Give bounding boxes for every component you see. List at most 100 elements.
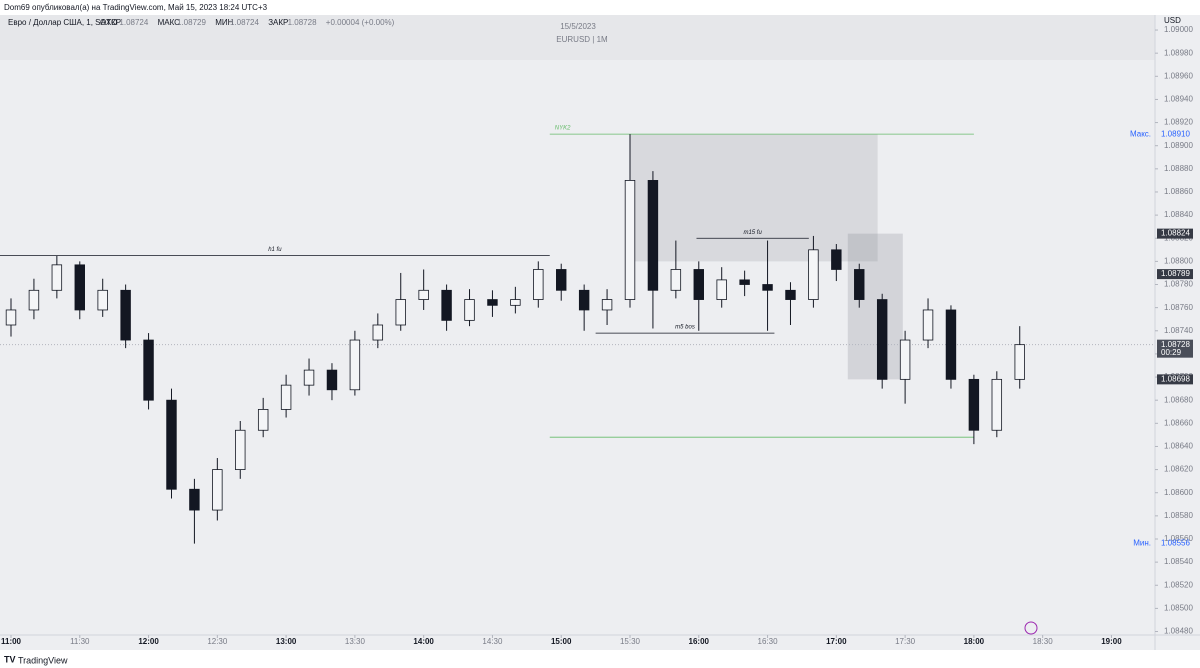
price-tag-name: Мин. [1133, 539, 1151, 548]
y-tick-label: 1.08560 [1164, 534, 1193, 543]
candle-body [945, 309, 957, 380]
level-label: h1 fu [268, 247, 282, 253]
candle-body [372, 324, 384, 341]
price-tag-label: 1.08910 [1161, 129, 1190, 138]
price-tag-note: 00:29 [1161, 348, 1182, 357]
candle-body [257, 409, 269, 431]
legend-change: +0.00004 (+0.00%) [326, 18, 395, 27]
candle-body [143, 339, 154, 401]
y-tick-label: 1.08520 [1164, 580, 1193, 589]
date: 15/5/2023 [560, 22, 596, 31]
brand: TradingView [18, 655, 68, 665]
level-label: m5 bos [675, 325, 695, 331]
price-tag-label: 1.08824 [1161, 229, 1190, 238]
symbol-title: Евро / Доллар США, 1, SAXO [8, 18, 117, 27]
y-tick-label: 1.08740 [1164, 326, 1193, 335]
price-tag-label: 1.08556 [1161, 539, 1190, 548]
brand-logo: TV [4, 654, 16, 664]
y-tick-label: 1.08780 [1164, 280, 1193, 289]
candle-body [303, 369, 315, 386]
candle-body [854, 269, 865, 300]
y-tick-label: 1.08660 [1164, 418, 1193, 427]
candle-body [922, 309, 934, 341]
x-tick-label: 19:00 [1101, 637, 1122, 646]
candle-body [120, 289, 131, 341]
x-tick-label: 16:30 [758, 637, 779, 646]
y-tick-label: 1.08580 [1164, 511, 1193, 520]
y-tick-label: 1.08860 [1164, 187, 1193, 196]
price-tag-name: Макс. [1130, 129, 1151, 138]
candle-body [647, 180, 659, 291]
legend-name: МАКС [158, 18, 181, 27]
candle-body [762, 284, 773, 291]
x-tick-label: 18:30 [1033, 637, 1054, 646]
price-tag-label: 1.08789 [1161, 269, 1190, 278]
candle-body [235, 429, 246, 470]
candle-body [899, 339, 911, 380]
y-tick-label: 1.08620 [1164, 465, 1193, 474]
price-tag-label: 1.08698 [1161, 374, 1190, 383]
candle-body [624, 180, 636, 300]
candle-body [1014, 344, 1025, 380]
x-tick-label: 18:00 [964, 637, 985, 646]
candle-body [716, 279, 727, 300]
candle-body [670, 269, 682, 291]
candle-body [5, 309, 17, 326]
level-label: m15 fu [743, 230, 762, 236]
x-tick-label: 13:30 [345, 637, 366, 646]
candle-body [28, 289, 40, 311]
candle-body [212, 469, 223, 511]
candle-body [280, 384, 292, 410]
event-icon[interactable] [1024, 621, 1038, 635]
header-band [0, 15, 1155, 60]
x-tick-label: 12:00 [138, 637, 159, 646]
candle-body [510, 299, 521, 306]
legend-value: 1.08724 [230, 18, 259, 27]
publisher: Dom69 опубликовал(а) на TradingView.com,… [4, 3, 268, 12]
x-tick-label: 14:30 [482, 637, 503, 646]
price-tag [1157, 228, 1193, 239]
currency: USD [1164, 16, 1181, 25]
x-tick-label: 16:00 [689, 637, 710, 646]
legend-value: 1.08724 [119, 18, 148, 27]
candle-body [97, 289, 108, 311]
y-tick-label: 1.08640 [1164, 442, 1193, 451]
candle-body [831, 249, 842, 270]
level-label: NYK2 [555, 126, 571, 132]
y-tick-label: 1.08480 [1164, 627, 1193, 636]
candle-body [441, 289, 452, 321]
candle-body [739, 279, 750, 285]
candle-body [968, 378, 980, 431]
candle-body [808, 249, 819, 300]
x-tick-label: 11:00 [1, 637, 22, 646]
candle-body [876, 299, 888, 380]
legend-value: 1.08728 [288, 18, 317, 27]
candle-body [487, 299, 498, 306]
candle-body [785, 289, 796, 300]
y-tick-label: 1.08940 [1164, 95, 1193, 104]
candle-body [51, 264, 63, 291]
candle-body [991, 378, 1003, 431]
legend-name: ЗАКР [268, 18, 288, 27]
price-tag [1157, 269, 1193, 280]
candle-body [578, 289, 590, 311]
candle-body [189, 488, 200, 511]
y-tick-label: 1.08600 [1164, 488, 1193, 497]
x-tick-label: 12:30 [207, 637, 228, 646]
x-tick-label: 17:30 [895, 637, 916, 646]
y-tick-label: 1.08500 [1164, 604, 1193, 613]
candle-body [166, 399, 177, 490]
legend-name: ОТКР [100, 18, 121, 27]
x-tick-label: 17:00 [826, 637, 847, 646]
y-tick-label: 1.08880 [1164, 164, 1193, 173]
zone [630, 134, 878, 262]
candle-body [349, 339, 361, 391]
candle-body [74, 264, 85, 311]
candle-body [326, 369, 338, 391]
plot: h1 fu m15 fu m5 bos NYK2 [0, 126, 1155, 544]
y-tick-label: 1.08920 [1164, 118, 1193, 127]
subtitle: EURUSD | 1M [556, 35, 608, 44]
legend-value: 1.08729 [177, 18, 206, 27]
